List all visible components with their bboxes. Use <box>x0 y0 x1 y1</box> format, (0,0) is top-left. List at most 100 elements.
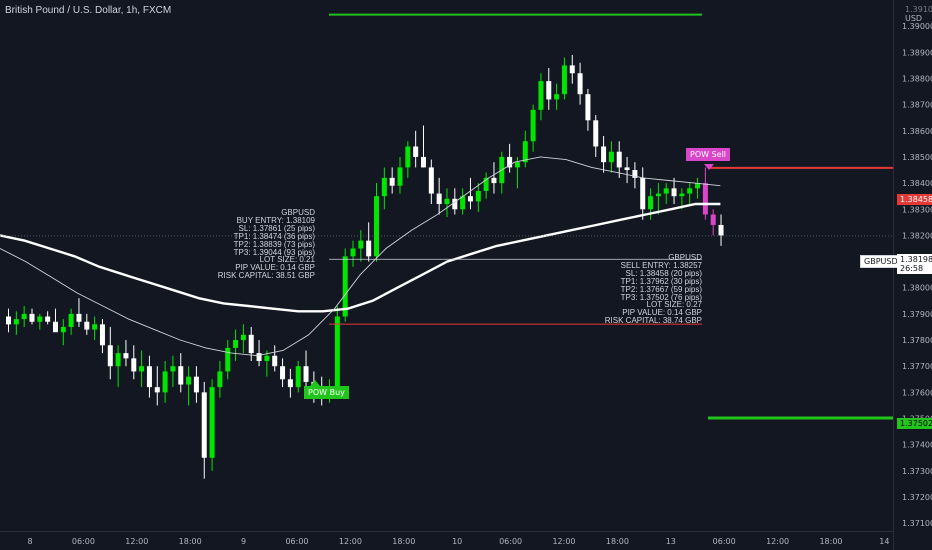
candle-body <box>272 355 278 367</box>
x-tick-label: 06:00 <box>285 537 308 546</box>
buy-info-risk: RISK CAPITAL: 38.51 GBP <box>217 271 315 281</box>
candle-body <box>350 248 356 257</box>
sell-info-tp1: TP1: 1.37962 (30 pips) <box>620 276 702 286</box>
candle-body <box>170 366 176 372</box>
candle-body <box>303 366 309 382</box>
y-tick-label: 1.38500 <box>902 153 932 162</box>
x-tick-label: 12:00 <box>125 537 148 546</box>
candle-body <box>374 196 380 257</box>
buy-info-panel: GBPUSD BUY ENTRY: 1.38109 SL: 1.37861 (2… <box>213 209 315 280</box>
candle-body <box>287 379 293 388</box>
x-tick-label: 13 <box>666 537 676 546</box>
candle-body <box>593 120 599 147</box>
candle-body <box>577 73 583 95</box>
y-tick-label: 1.37400 <box>902 441 932 450</box>
candle-body <box>193 376 199 393</box>
y-tick-label: 1.37300 <box>902 467 932 476</box>
candle-body <box>146 366 152 388</box>
candle-body <box>29 313 35 322</box>
sell-info-symbol: GBPUSD <box>668 253 702 262</box>
y-tick-label: 1.38000 <box>902 284 932 293</box>
sell-sl-price-tag: 1.38458 <box>897 194 932 205</box>
candle-body <box>186 376 192 385</box>
buy-info-tp1: TP1: 1.38474 (36 pips) <box>233 231 315 241</box>
candle-body <box>178 366 184 385</box>
candle-body <box>240 334 246 341</box>
y-tick-label: 1.38900 <box>902 48 932 57</box>
sell-info-lot: LOT SIZE: 0.27 <box>646 300 702 310</box>
candle-body <box>655 193 661 197</box>
candle-body <box>460 196 466 210</box>
candle-body <box>21 313 27 320</box>
sell-signal-badge[interactable]: POW Sell <box>686 148 731 161</box>
x-tick-label: 8 <box>27 537 32 546</box>
x-tick-label: 06:00 <box>499 537 522 546</box>
buy-signal-arrow <box>310 380 320 386</box>
candle-body <box>687 188 693 194</box>
candle-body <box>334 316 340 388</box>
x-tick-label: 12:00 <box>766 537 789 546</box>
x-tick-label: 14 <box>879 537 889 546</box>
last-price-tag: 1.38198 26:58 <box>897 254 932 274</box>
candle-body <box>616 151 622 168</box>
sell-info-sl: SL: 1.38458 (20 pips) <box>625 268 703 278</box>
y-tick-label: 1.37700 <box>902 362 932 371</box>
buy-info-symbol: GBPUSD <box>281 208 315 217</box>
buy-info-sl: SL: 1.37861 (25 pips) <box>238 223 316 233</box>
candle-body <box>68 313 74 327</box>
candle-body <box>6 316 11 325</box>
candle-body <box>52 321 58 333</box>
candle-body <box>507 156 513 168</box>
candle-body <box>76 313 82 322</box>
candle-body <box>663 188 669 194</box>
candle-body <box>561 65 567 95</box>
candle-body <box>671 188 677 197</box>
buy-info-tp2: TP2: 1.38839 (73 pips) <box>233 239 315 249</box>
candle-body <box>679 193 685 197</box>
y-tick-label: 1.38400 <box>902 179 932 188</box>
buy-signal-badge[interactable]: POW Buy <box>304 386 349 399</box>
sell-info-panel: GBPUSD SELL ENTRY: 1.38257 SL: 1.38458 (… <box>600 254 702 325</box>
candle-body <box>585 94 591 121</box>
candle-body <box>420 156 426 168</box>
y-tick-label: 1.38800 <box>902 74 932 83</box>
y-tick-label: 1.37100 <box>902 519 932 528</box>
candle-body <box>538 81 544 110</box>
candle-body <box>201 392 207 458</box>
candle-body <box>92 324 98 330</box>
price-axis-divider <box>893 0 894 550</box>
candle-body <box>225 347 231 372</box>
candle-body <box>569 65 575 74</box>
candle-body <box>60 326 66 333</box>
candle-body <box>123 353 129 359</box>
candle-body <box>695 183 701 189</box>
y-tick-label: 1.38700 <box>902 101 932 110</box>
candle-body <box>702 183 708 215</box>
candle-body <box>107 345 113 367</box>
candle-body <box>264 355 270 361</box>
candle-body <box>467 196 473 202</box>
candle-body <box>37 316 43 322</box>
y-tick-label: 1.38600 <box>902 127 932 136</box>
currency-code: USD <box>905 14 923 23</box>
candle-body <box>209 387 215 458</box>
candle-body <box>84 321 90 330</box>
y-tick-label: 1.37800 <box>902 336 932 345</box>
candle-body <box>342 256 348 317</box>
y-tick-label: 1.37600 <box>902 388 932 397</box>
y-tick-label: 1.38200 <box>902 231 932 240</box>
buy-info-tp3: TP3: 1.39044 (93 pips) <box>233 247 315 257</box>
candle-body <box>710 214 716 225</box>
candle-body <box>530 109 536 142</box>
x-tick-label: 12:00 <box>552 537 575 546</box>
candle-body <box>280 366 286 380</box>
buy-signal-label: POW Buy <box>308 388 345 397</box>
time-axis-divider <box>0 531 893 532</box>
candle-body <box>436 193 442 205</box>
currency-label: 1.39100 USD <box>905 5 932 23</box>
candle-body <box>45 316 51 322</box>
countdown-timer: 26:58 <box>900 264 924 273</box>
candle-body <box>13 319 19 325</box>
sell-tp3-price-tag: 1.37502 <box>897 418 932 429</box>
